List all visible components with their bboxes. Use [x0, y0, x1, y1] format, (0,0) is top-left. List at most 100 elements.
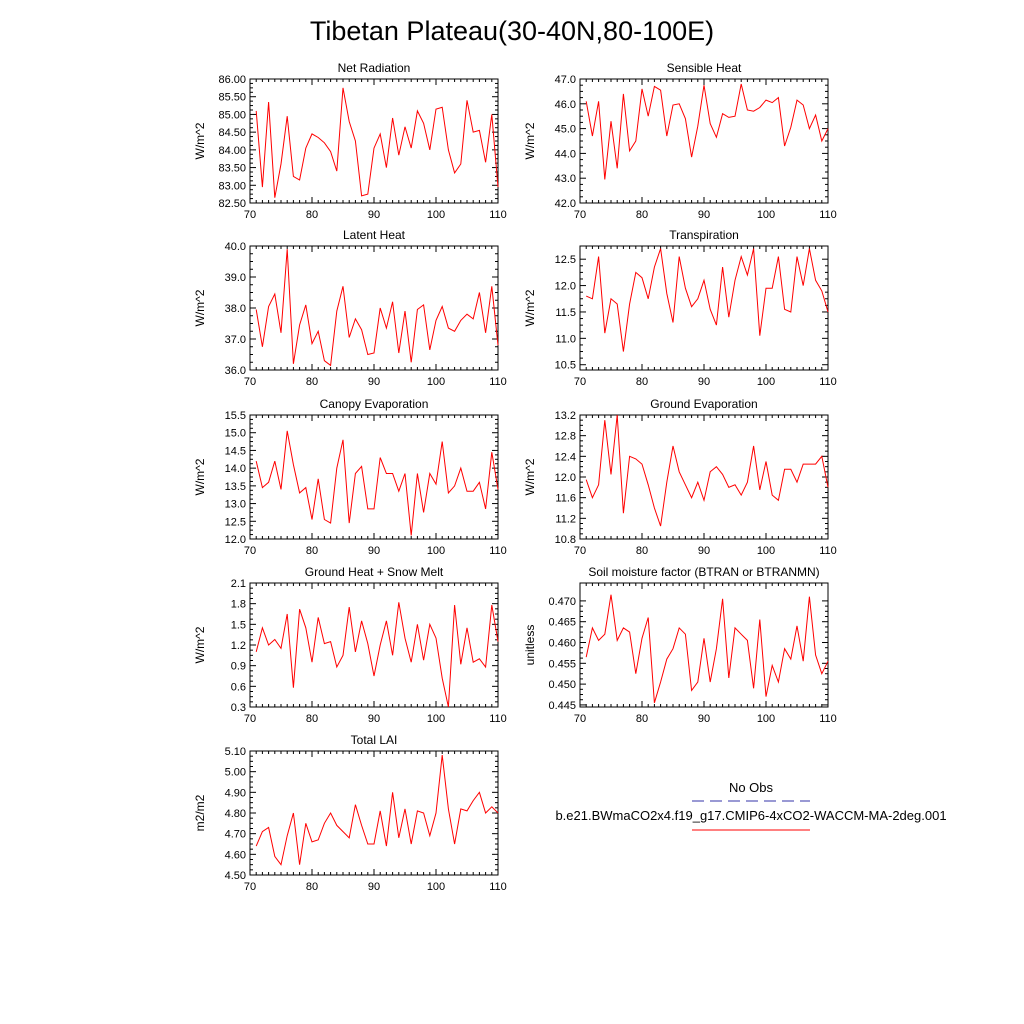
y-tick-label: 0.9 — [231, 661, 246, 673]
y-tick-label: 12.4 — [555, 451, 576, 463]
y-tick-label: 11.2 — [555, 513, 576, 525]
y-tick-label: 83.00 — [218, 180, 246, 192]
y-tick-label: 85.50 — [218, 92, 246, 104]
x-tick-label: 80 — [636, 545, 648, 557]
x-tick-label: 70 — [244, 713, 256, 725]
y-tick-label: 83.50 — [218, 163, 246, 175]
y-tick-label: 12.0 — [225, 534, 246, 546]
y-axis-label: W/m^2 — [523, 458, 537, 495]
y-tick-label: 11.5 — [555, 307, 576, 319]
y-tick-label: 37.0 — [225, 334, 246, 346]
series-line — [585, 414, 829, 527]
y-tick-label: 12.8 — [555, 431, 576, 443]
y-tick-label: 12.5 — [555, 254, 576, 266]
x-tick-label: 110 — [819, 545, 837, 557]
y-tick-label: 14.0 — [225, 463, 246, 475]
y-tick-label: 39.0 — [225, 272, 246, 284]
y-tick-label: 0.470 — [548, 596, 576, 608]
series-line — [586, 248, 829, 352]
x-tick-label: 80 — [636, 713, 648, 725]
legend-obs-label: No Obs — [729, 780, 774, 795]
y-tick-label: 1.5 — [231, 619, 246, 631]
panel-4: 70 80 90 100 110 10.5 11.0 11.5 12.0 12.5 Transpir… — [523, 228, 837, 388]
y-tick-label: 42.0 — [555, 198, 576, 210]
y-axis-label: W/m^2 — [193, 458, 207, 495]
x-tick-label: 70 — [244, 209, 256, 221]
series-line — [585, 83, 829, 180]
x-tick-label: 110 — [819, 209, 837, 221]
y-axis-label: W/m^2 — [193, 289, 207, 326]
x-tick-label: 100 — [427, 713, 445, 725]
x-tick-label: 110 — [489, 881, 507, 893]
y-tick-label: 10.8 — [555, 534, 576, 546]
y-axis-label: W/m^2 — [193, 626, 207, 663]
y-tick-label: 0.6 — [231, 681, 246, 693]
y-axis-label: m2/m2 — [193, 794, 207, 831]
x-tick-label: 110 — [489, 209, 507, 221]
panel-title: Total LAI — [351, 733, 398, 747]
y-tick-label: 86.00 — [218, 74, 246, 86]
y-tick-label: 84.50 — [218, 127, 246, 139]
y-axis-label: unitless — [523, 625, 537, 666]
panel-title: Ground Heat + Snow Melt — [305, 565, 444, 579]
y-tick-label: 0.465 — [548, 617, 576, 629]
x-tick-label: 70 — [244, 545, 256, 557]
x-tick-label: 80 — [306, 881, 318, 893]
x-tick-label: 70 — [574, 376, 586, 388]
x-tick-label: 70 — [244, 881, 256, 893]
y-axis-label: W/m^2 — [523, 122, 537, 159]
panel-8: 70 80 90 100 110 0.445 0.450 0.455 0.460 0.465 0.4… — [523, 565, 837, 725]
y-tick-label: 36.0 — [225, 365, 246, 377]
y-tick-label: 15.5 — [225, 410, 246, 422]
x-tick-label: 90 — [698, 713, 710, 725]
figure-title: Tibetan Plateau(30-40N,80-100E) — [310, 16, 714, 46]
x-tick-label: 90 — [698, 376, 710, 388]
x-tick-label: 100 — [427, 545, 445, 557]
series-line — [255, 602, 499, 708]
y-tick-label: 85.00 — [218, 109, 246, 121]
x-tick-label: 90 — [368, 545, 380, 557]
panel-title: Soil moisture factor (BTRAN or BTRANMN) — [588, 565, 819, 579]
x-tick-label: 100 — [427, 209, 445, 221]
x-tick-label: 90 — [698, 209, 710, 221]
y-tick-label: 12.5 — [225, 516, 246, 528]
x-tick-label: 70 — [574, 713, 586, 725]
x-tick-label: 110 — [489, 376, 507, 388]
panel-title: Canopy Evaporation — [320, 397, 429, 411]
y-tick-label: 4.70 — [225, 829, 246, 841]
y-tick-label: 82.50 — [218, 198, 246, 210]
y-tick-label: 13.5 — [225, 481, 246, 493]
panel-1: 70 80 90 100 110 82.50 83.00 83.50 84.00 84.50 85.… — [193, 61, 507, 221]
x-tick-label: 90 — [368, 209, 380, 221]
x-tick-label: 100 — [757, 713, 775, 725]
plot-frame — [249, 582, 499, 708]
y-tick-label: 38.0 — [225, 303, 246, 315]
y-tick-label: 44.0 — [555, 148, 576, 160]
y-tick-label: 4.50 — [225, 870, 246, 882]
y-tick-label: 4.60 — [225, 849, 246, 861]
y-axis-label: W/m^2 — [523, 289, 537, 326]
x-tick-label: 80 — [306, 713, 318, 725]
panel-title: Sensible Heat — [667, 61, 742, 75]
y-tick-label: 0.455 — [548, 658, 576, 670]
panel-title: Ground Evaporation — [650, 397, 757, 411]
x-tick-label: 90 — [368, 881, 380, 893]
y-tick-label: 5.00 — [225, 767, 246, 779]
x-tick-label: 90 — [698, 545, 710, 557]
x-tick-label: 100 — [757, 209, 775, 221]
y-tick-label: 12.0 — [555, 472, 576, 484]
y-tick-label: 13.2 — [555, 410, 576, 422]
y-tick-label: 0.3 — [231, 702, 246, 714]
panel-2: 70 80 90 100 110 42.0 43.0 44.0 45.0 46.0 47.0 Sens… — [523, 61, 837, 221]
plot-frame — [579, 582, 829, 708]
y-tick-label: 4.90 — [225, 787, 246, 799]
x-tick-label: 90 — [368, 376, 380, 388]
y-tick-label: 4.80 — [225, 808, 246, 820]
series-line — [585, 594, 829, 703]
x-tick-label: 80 — [306, 209, 318, 221]
x-tick-label: 70 — [244, 376, 256, 388]
panel-5: 70 80 90 100 110 12.0 12.5 13.0 13.5 14.0 14.5 15.0… — [193, 397, 507, 557]
x-tick-label: 110 — [819, 376, 837, 388]
y-tick-label: 0.450 — [548, 679, 576, 691]
